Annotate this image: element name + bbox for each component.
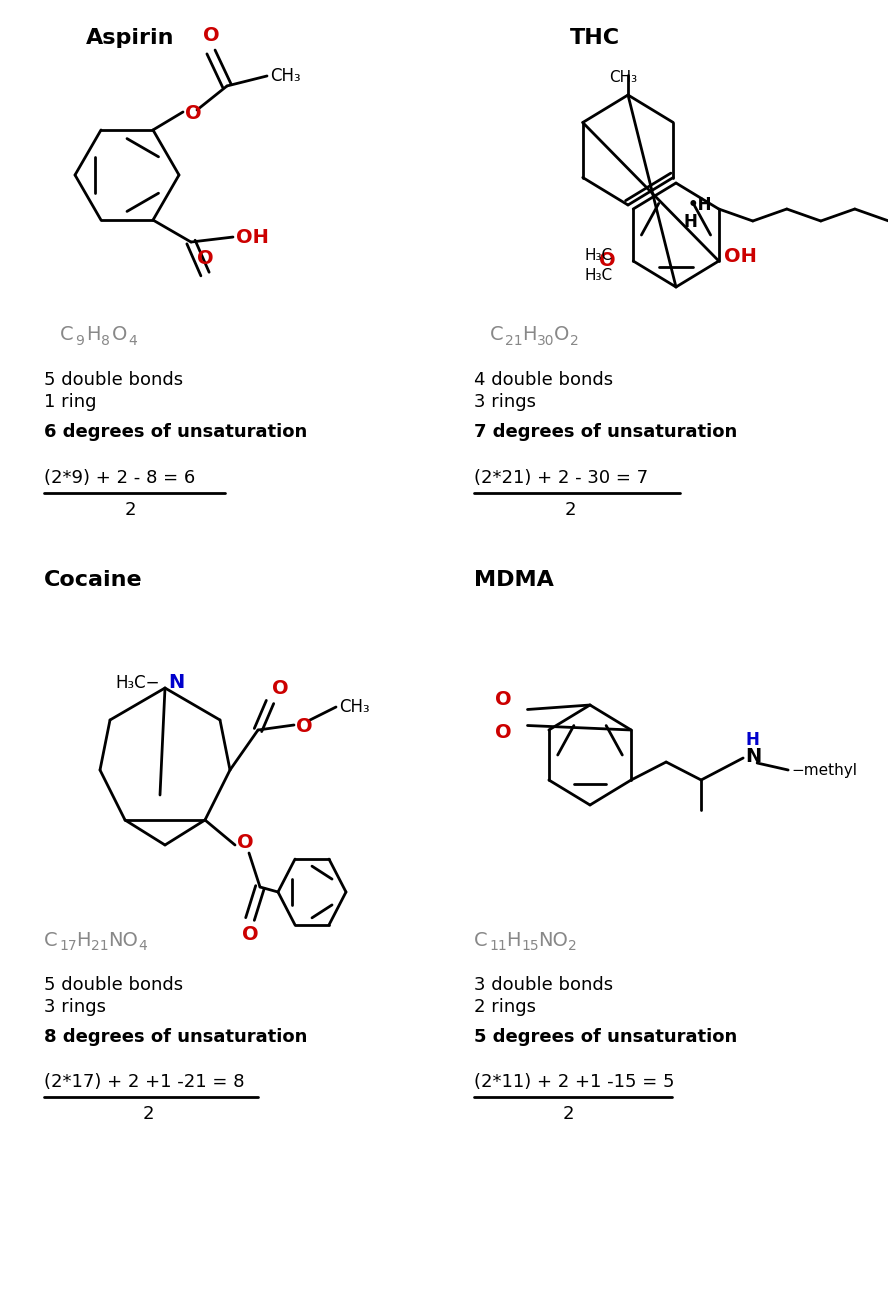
- Text: 15: 15: [521, 938, 539, 953]
- Text: 9: 9: [75, 334, 83, 348]
- Text: NO: NO: [108, 931, 138, 950]
- Text: 21: 21: [505, 334, 523, 348]
- Text: 6 degrees of unsaturation: 6 degrees of unsaturation: [44, 423, 307, 441]
- Text: C: C: [60, 326, 74, 344]
- Text: O: O: [554, 326, 569, 344]
- Text: 7 degrees of unsaturation: 7 degrees of unsaturation: [474, 423, 737, 441]
- Text: H₃C: H₃C: [585, 267, 613, 283]
- Text: O: O: [272, 679, 289, 697]
- Text: (2*9) + 2 - 8 = 6: (2*9) + 2 - 8 = 6: [44, 469, 195, 487]
- Text: 4: 4: [128, 334, 137, 348]
- Text: 2: 2: [124, 501, 136, 519]
- Text: O: O: [196, 248, 213, 267]
- Text: 2: 2: [568, 938, 576, 953]
- Text: 8 degrees of unsaturation: 8 degrees of unsaturation: [44, 1028, 307, 1046]
- Text: 11: 11: [489, 938, 507, 953]
- Text: H: H: [506, 931, 520, 950]
- Text: H: H: [86, 326, 100, 344]
- Text: NO: NO: [538, 931, 567, 950]
- Text: OH: OH: [236, 227, 269, 247]
- Text: 3 rings: 3 rings: [44, 998, 106, 1016]
- Text: O: O: [599, 252, 615, 270]
- Text: Aspirin: Aspirin: [86, 29, 174, 48]
- Text: N: N: [168, 674, 184, 693]
- Text: C: C: [490, 326, 503, 344]
- Text: THC: THC: [570, 29, 620, 48]
- Text: O: O: [202, 26, 219, 45]
- Text: •H: •H: [688, 196, 712, 214]
- Text: 5 double bonds: 5 double bonds: [44, 976, 183, 994]
- Text: Cocaine: Cocaine: [44, 570, 143, 591]
- Text: MDMA: MDMA: [474, 570, 554, 591]
- Text: C: C: [474, 931, 488, 950]
- Text: H: H: [745, 731, 759, 749]
- Text: O: O: [296, 718, 313, 736]
- Text: O: O: [495, 723, 511, 742]
- Text: 5 double bonds: 5 double bonds: [44, 371, 183, 389]
- Text: 30: 30: [537, 334, 554, 348]
- Text: H₃C−: H₃C−: [115, 674, 160, 692]
- Text: 2: 2: [564, 501, 575, 519]
- Text: CH₃: CH₃: [270, 67, 301, 84]
- Text: 21: 21: [91, 938, 108, 953]
- Text: 4: 4: [138, 938, 147, 953]
- Text: 8: 8: [101, 334, 110, 348]
- Text: C: C: [44, 931, 58, 950]
- Text: 5 degrees of unsaturation: 5 degrees of unsaturation: [474, 1028, 737, 1046]
- Text: O: O: [112, 326, 127, 344]
- Text: 3 rings: 3 rings: [474, 393, 536, 411]
- Text: H: H: [76, 931, 91, 950]
- Text: 2 rings: 2 rings: [474, 998, 536, 1016]
- Text: (2*17) + 2 +1 -21 = 8: (2*17) + 2 +1 -21 = 8: [44, 1073, 244, 1092]
- Text: 3 double bonds: 3 double bonds: [474, 976, 613, 994]
- Text: 2: 2: [562, 1105, 574, 1123]
- Text: H: H: [683, 213, 697, 231]
- Text: 2: 2: [570, 334, 579, 348]
- Text: O: O: [242, 925, 258, 945]
- Text: 1 ring: 1 ring: [44, 393, 97, 411]
- Text: O: O: [237, 833, 254, 853]
- Text: O: O: [495, 691, 511, 709]
- Text: CH₃: CH₃: [339, 698, 369, 716]
- Text: 2: 2: [142, 1105, 154, 1123]
- Text: OH: OH: [724, 247, 757, 266]
- Text: CH₃: CH₃: [609, 70, 637, 86]
- Text: −methyl: −methyl: [791, 762, 857, 778]
- Text: N: N: [745, 746, 761, 766]
- Text: 4 double bonds: 4 double bonds: [474, 371, 613, 389]
- Text: (2*21) + 2 - 30 = 7: (2*21) + 2 - 30 = 7: [474, 469, 648, 487]
- Text: (2*11) + 2 +1 -15 = 5: (2*11) + 2 +1 -15 = 5: [474, 1073, 675, 1092]
- Text: H: H: [522, 326, 536, 344]
- Text: H₃C: H₃C: [585, 248, 613, 262]
- Text: 17: 17: [59, 938, 76, 953]
- Text: O: O: [185, 104, 202, 123]
